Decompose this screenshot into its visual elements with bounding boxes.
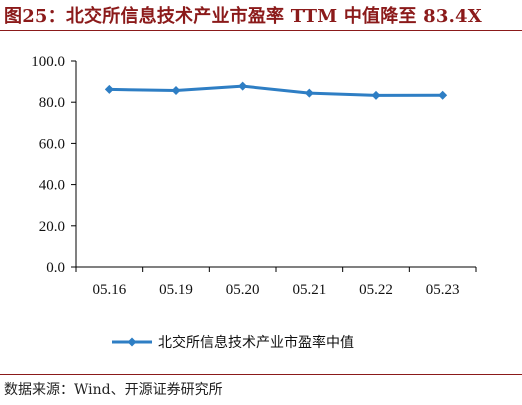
x-tick-label: 05.23 — [426, 282, 460, 298]
x-tick-label: 05.21 — [292, 282, 326, 298]
x-tick-label: 05.16 — [92, 282, 126, 298]
data-point — [304, 88, 314, 98]
data-point — [238, 81, 248, 91]
data-point — [438, 90, 448, 100]
y-tick-label: 20.0 — [39, 219, 65, 235]
line-chart: 0.0 20.0 40.0 60.0 80.0 100.0 05.16 05.19 05.20 0… — [31, 54, 477, 351]
chart-title: 图25：北交所信息技术产业市盈率 TTM 中值降至 83.4X — [4, 6, 482, 27]
chart-axes — [71, 60, 477, 272]
data-point — [171, 85, 181, 95]
chart-series — [104, 81, 448, 100]
chart-tick-labels: 0.0 20.0 40.0 60.0 80.0 100.0 05.16 05.19 05.20 0… — [31, 54, 459, 298]
x-tick-label: 05.20 — [226, 282, 260, 298]
y-tick-label: 60.0 — [39, 136, 65, 152]
data-point — [104, 84, 114, 94]
y-tick-label: 100.0 — [31, 54, 65, 70]
legend-label: 北交所信息技术产业市盈率中值 — [158, 334, 354, 351]
data-point — [371, 90, 381, 100]
source-note: 数据来源：Wind、开源证券研究所 — [4, 382, 223, 398]
y-tick-label: 40.0 — [39, 178, 65, 194]
y-tick-label: 0.0 — [46, 260, 65, 276]
chart-legend: 北交所信息技术产业市盈率中值 — [112, 334, 354, 351]
legend-marker-swatch — [127, 337, 137, 347]
y-tick-label: 80.0 — [39, 95, 65, 111]
series-line — [109, 84, 443, 97]
x-tick-label: 05.22 — [359, 282, 393, 298]
x-tick-label: 05.19 — [159, 282, 193, 298]
title-divider — [0, 30, 522, 31]
source-divider — [0, 374, 522, 375]
